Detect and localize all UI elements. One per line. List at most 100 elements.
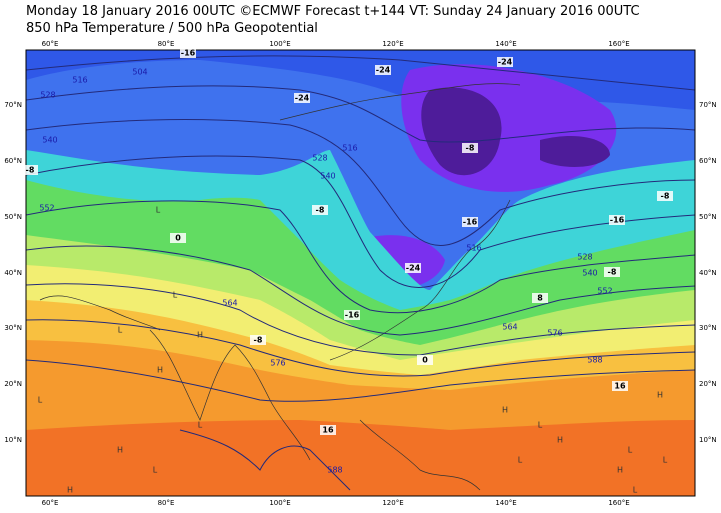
geopotential-label: 528 (577, 253, 592, 262)
lat-label-right: 20°N (699, 380, 717, 388)
temperature-label: -24 (376, 66, 391, 75)
temperature-label-box (344, 310, 360, 320)
temperature-field (26, 50, 695, 496)
lat-label-right: 10°N (699, 436, 717, 444)
temperature-label: -8 (254, 336, 263, 345)
lat-label-left: 60°N (4, 157, 22, 165)
geopotential-label: 588 (327, 466, 342, 475)
pressure-center: L (633, 486, 638, 495)
pressure-center: L (38, 396, 43, 405)
geopotential-label: 528 (40, 91, 55, 100)
temperature-label: -8 (661, 192, 670, 201)
temperature-label-box (180, 48, 196, 58)
temperature-label-box (604, 267, 620, 277)
lon-label-top: 80°E (158, 40, 175, 48)
pressure-center: H (657, 391, 663, 400)
temperature-label: -24 (406, 264, 421, 273)
pressure-center: L (173, 291, 178, 300)
pressure-center: L (628, 446, 633, 455)
lat-label-left: 30°N (4, 324, 22, 332)
temperature-label: -24 (295, 94, 310, 103)
lat-label-left: 20°N (4, 380, 22, 388)
lat-label-right: 40°N (699, 269, 717, 277)
pressure-center: L (518, 456, 523, 465)
geopotential-label: 528 (312, 154, 327, 163)
subtitle: 850 hPa Temperature / 500 hPa Geopotenti… (26, 21, 318, 36)
temperature-label-box (657, 191, 673, 201)
pressure-center: L (663, 456, 668, 465)
geopotential-label: 588 (587, 356, 602, 365)
title: Monday 18 January 2016 00UTC ©ECMWF Fore… (26, 4, 640, 19)
temperature-label-box (462, 217, 478, 227)
temperature-label: 8 (537, 294, 543, 303)
geopotential-label: 564 (502, 323, 517, 332)
lon-label-top: 140°E (495, 40, 516, 48)
geopotential-label: 576 (547, 329, 562, 338)
map-frame (25, 49, 696, 497)
temperature-label-box (405, 263, 421, 273)
temperature-label: 0 (175, 234, 181, 243)
geopotential-label: 552 (39, 204, 54, 213)
lat-label-right: 60°N (699, 157, 717, 165)
lat-label-left: 70°N (4, 101, 22, 109)
pressure-center: H (197, 331, 203, 340)
lon-label-bottom: 80°E (158, 499, 175, 507)
temperature-label: -8 (466, 144, 475, 153)
lon-label-top: 60°E (42, 40, 59, 48)
lat-label-left: 40°N (4, 269, 22, 277)
lat-label-right: 50°N (699, 213, 717, 221)
pressure-center: H (557, 436, 563, 445)
lon-label-bottom: 140°E (495, 499, 516, 507)
pressure-center: L (153, 466, 158, 475)
temperature-label-box (170, 233, 186, 243)
temperature-label: -16 (345, 311, 360, 320)
lat-label-left: 10°N (4, 436, 22, 444)
temperature-label-box (417, 355, 433, 365)
pressure-center: L (198, 421, 203, 430)
temperature-label-box (609, 215, 625, 225)
temperature-label-box (22, 165, 38, 175)
lat-label-right: 30°N (699, 324, 717, 332)
pressure-center: H (67, 486, 73, 495)
geopotential-label: 552 (597, 287, 612, 296)
temperature-label: -16 (463, 218, 478, 227)
lat-label-right: 70°N (699, 101, 717, 109)
geopotential-label: 516 (466, 244, 481, 253)
temperature-label: -16 (610, 216, 625, 225)
temperature-label-box (294, 93, 310, 103)
temperature-label: 16 (322, 426, 334, 435)
geopotential-contours (26, 55, 695, 491)
lon-label-bottom: 160°E (608, 499, 629, 507)
lat-label-left: 50°N (4, 213, 22, 221)
lon-label-bottom: 100°E (269, 499, 290, 507)
pressure-center: H (117, 446, 123, 455)
pressure-center: L (538, 421, 543, 430)
temperature-label-box (612, 381, 628, 391)
lon-label-top: 160°E (608, 40, 629, 48)
pressure-center: H (617, 466, 623, 475)
temperature-label: 0 (422, 356, 428, 365)
temperature-label: 16 (614, 382, 626, 391)
pressure-center: L (156, 206, 161, 215)
lon-label-top: 100°E (269, 40, 290, 48)
temperature-label: -8 (608, 268, 617, 277)
geopotential-label: 540 (320, 172, 335, 181)
temperature-label: -8 (26, 166, 35, 175)
pressure-center: H (157, 366, 163, 375)
geopotential-label: 516 (72, 76, 87, 85)
pressure-center: L (118, 326, 123, 335)
lon-label-top: 120°E (382, 40, 403, 48)
temperature-label-box (250, 335, 266, 345)
temperature-label: -16 (181, 49, 196, 58)
lon-label-bottom: 60°E (42, 499, 59, 507)
geopotential-label: 540 (582, 269, 597, 278)
temperature-label-box (532, 293, 548, 303)
lon-label-bottom: 120°E (382, 499, 403, 507)
geopotential-label: 564 (222, 299, 237, 308)
geopotential-label: 504 (132, 68, 147, 77)
temperature-label-box (462, 143, 478, 153)
temperature-label-box (497, 57, 513, 67)
temperature-label: -24 (498, 58, 513, 67)
